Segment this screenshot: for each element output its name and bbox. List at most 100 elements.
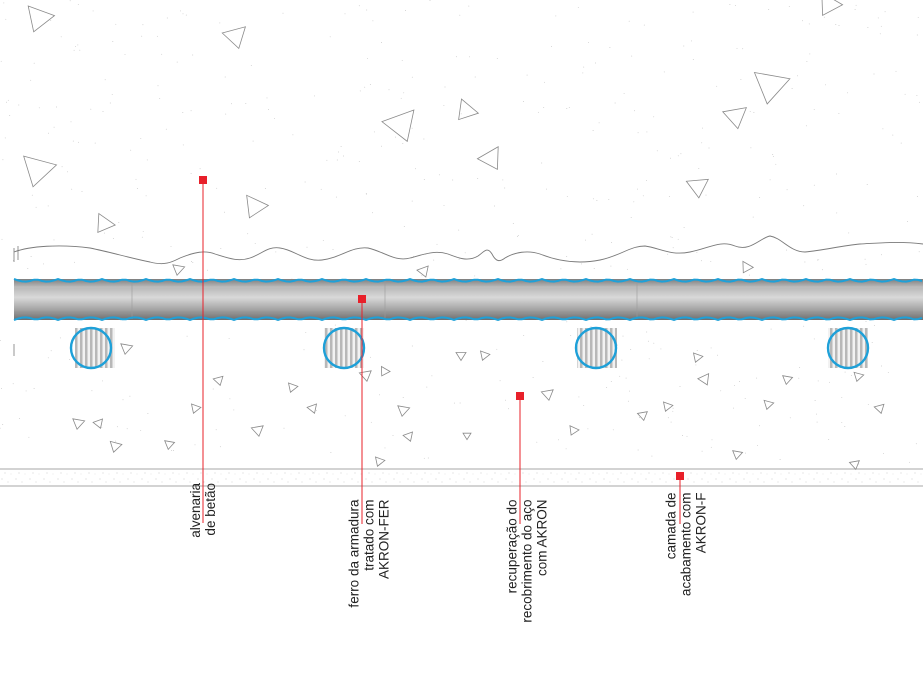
speckle-dot xyxy=(880,25,882,27)
speckle-dot xyxy=(844,426,846,427)
speckle-dot xyxy=(742,48,744,50)
aggregate-triangle xyxy=(753,71,791,105)
speckle-dot xyxy=(400,97,402,99)
speckle-dot xyxy=(101,426,103,428)
speckle-dot xyxy=(653,116,655,118)
stirrup-1 xyxy=(69,326,115,370)
aggregate-triangle xyxy=(164,440,176,451)
speckle-dot xyxy=(212,388,214,390)
speckle-dot xyxy=(825,84,827,86)
callout-rebar-treated xyxy=(358,295,366,524)
speckle-dot xyxy=(429,0,431,1)
speckle-dot xyxy=(508,408,509,410)
speckle-dot xyxy=(631,55,633,57)
speckle-dot xyxy=(494,205,496,207)
speckle-dot xyxy=(909,461,911,463)
speckle-dot xyxy=(813,338,815,340)
speckle-dot xyxy=(749,110,751,112)
speckle-dot xyxy=(38,107,40,109)
speckle-dot xyxy=(403,92,405,94)
rebar-coating-bottom xyxy=(13,316,923,322)
speckle-dot xyxy=(813,184,815,186)
speckle-dot xyxy=(388,89,390,91)
speckle-dot xyxy=(1,238,3,240)
speckle-dot xyxy=(789,417,791,419)
speckle-dot xyxy=(677,238,679,240)
speckle-dot xyxy=(423,138,425,140)
speckle-dot xyxy=(67,171,69,173)
speckle-dot xyxy=(30,79,32,81)
speckle-dot xyxy=(757,444,758,446)
speckle-dot xyxy=(1,388,2,390)
speckle-dot xyxy=(797,75,798,77)
speckle-dot xyxy=(303,349,305,351)
speckle-dot xyxy=(628,20,630,22)
speckle-dot xyxy=(621,359,623,361)
speckle-dot xyxy=(423,457,425,459)
speckle-dot xyxy=(705,194,707,196)
speckle-dot xyxy=(402,143,404,144)
speckle-dot xyxy=(7,99,9,101)
aggregate-triangle xyxy=(120,343,134,356)
speckle-dot xyxy=(364,86,366,88)
label-cover-recovery: recuperação do recobrimento do aço com A… xyxy=(504,499,550,623)
speckle-dot xyxy=(744,398,746,400)
aggregate-triangle xyxy=(692,352,704,363)
speckle-dot xyxy=(858,463,860,465)
aggregate-triangle xyxy=(662,401,674,412)
speckle-dot xyxy=(423,179,425,180)
aggregate-triangle xyxy=(27,5,56,33)
speckle-dot xyxy=(590,326,592,328)
speckle-dot xyxy=(583,66,585,68)
speckle-dot xyxy=(836,173,838,175)
speckle-dot xyxy=(130,149,132,151)
speckle-dot xyxy=(3,2,5,4)
speckle-dot xyxy=(610,265,612,267)
speckle-dot xyxy=(541,162,543,164)
speckle-dot xyxy=(691,40,693,42)
speckle-dot xyxy=(626,268,628,270)
speckle-dot xyxy=(683,45,685,47)
speckle-dot xyxy=(745,452,746,454)
speckle-dot xyxy=(710,446,712,448)
speckle-dot xyxy=(828,439,830,440)
speckle-dot xyxy=(50,350,52,352)
aggregate-triangle xyxy=(763,399,775,411)
speckle-dot xyxy=(566,256,568,257)
speckle-dot xyxy=(622,335,624,337)
speckle-dot xyxy=(369,84,371,86)
speckle-dot xyxy=(523,335,525,337)
speckle-dot xyxy=(453,402,455,404)
speckle-dot xyxy=(18,104,20,106)
speckle-dot xyxy=(629,390,630,392)
speckle-dot xyxy=(803,205,805,207)
speckle-dot xyxy=(142,24,144,26)
speckle-dot xyxy=(717,354,719,356)
speckle-dot xyxy=(701,142,703,144)
speckle-dot xyxy=(772,154,774,155)
aggregate-triangle xyxy=(402,431,414,442)
speckle-dot xyxy=(185,14,187,16)
speckle-dot xyxy=(633,201,635,203)
speckle-dot xyxy=(468,5,470,7)
speckle-dot xyxy=(192,262,194,263)
speckle-dot xyxy=(915,443,917,445)
stirrup-3 xyxy=(574,326,618,370)
aggregate-triangle xyxy=(109,440,123,453)
speckle-dot xyxy=(578,396,580,398)
finish-layer-band xyxy=(0,468,923,487)
speckle-dot xyxy=(864,258,866,260)
speckle-dot xyxy=(867,403,869,405)
speckle-dot xyxy=(405,10,407,11)
speckle-dot xyxy=(72,140,74,142)
speckle-dot xyxy=(443,104,445,106)
speckle-dot xyxy=(670,421,672,423)
speckle-dot xyxy=(47,357,49,359)
speckle-dot xyxy=(881,365,883,367)
speckle-dot xyxy=(283,427,285,429)
aggregate-triangle xyxy=(92,418,104,429)
speckle-dot xyxy=(729,4,731,5)
speckle-dot xyxy=(667,417,669,419)
speckle-dot xyxy=(866,184,868,185)
speckle-dot xyxy=(104,79,106,81)
